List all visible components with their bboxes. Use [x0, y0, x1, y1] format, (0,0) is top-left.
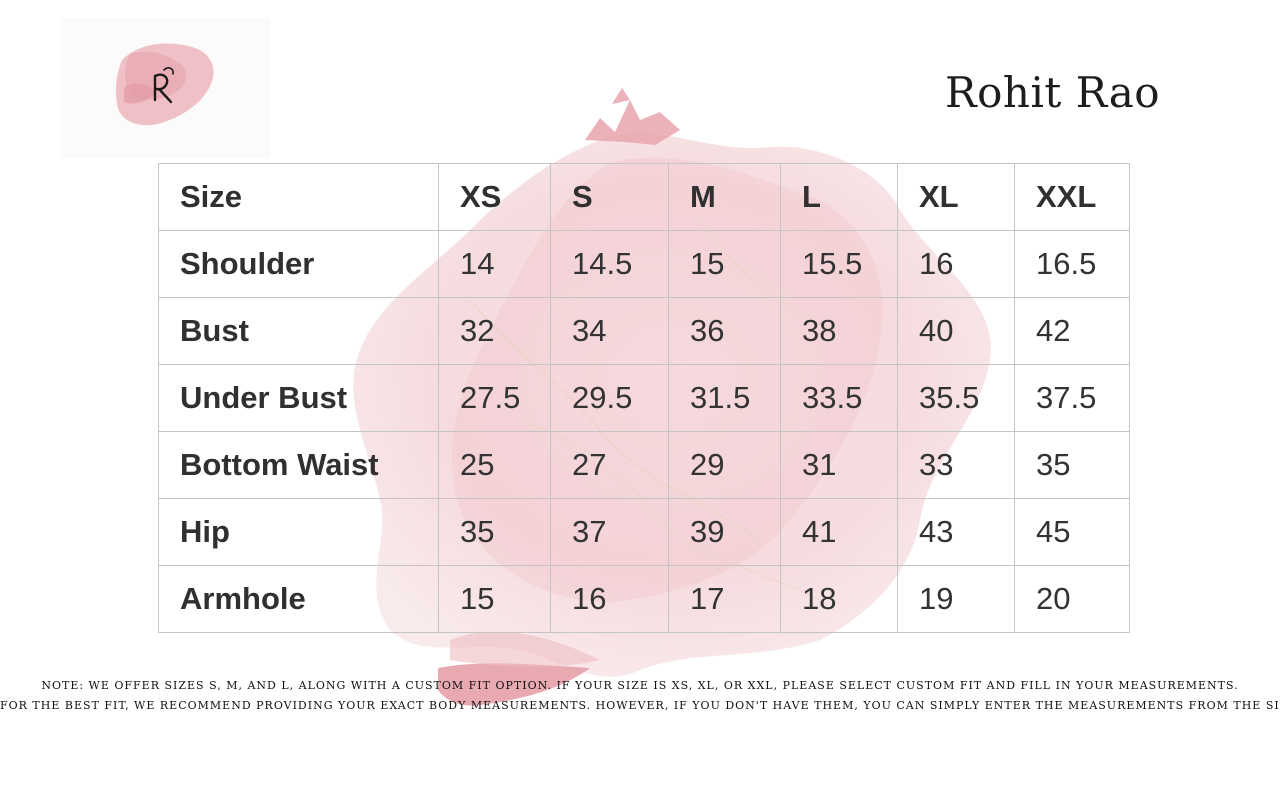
header-xxl: XXL: [1014, 163, 1130, 231]
rr-monogram-icon: [115, 43, 214, 126]
table-row-bust: Bust 32 34 36 38 40 42: [158, 297, 1130, 365]
table-cell: 37: [550, 498, 669, 566]
table-cell: 20: [1014, 565, 1130, 633]
table-cell: 35: [438, 498, 551, 566]
brand-name: Rohit Rao: [945, 68, 1161, 117]
header-xs: XS: [438, 163, 551, 231]
note-line-2: FOR THE BEST FIT, WE RECOMMEND PROVIDING…: [0, 699, 1280, 712]
table-cell: 35.5: [897, 364, 1015, 432]
row-label: Bottom Waist: [158, 431, 439, 499]
table-cell: 31: [780, 431, 898, 499]
size-chart-notes: NOTE: WE OFFER SIZES S, M, AND L, ALONG …: [0, 676, 1280, 716]
header-m: M: [668, 163, 781, 231]
brand-logo: [60, 18, 270, 158]
table-cell: 34: [550, 297, 669, 365]
table-cell: 15: [668, 230, 781, 298]
note-line-1: NOTE: WE OFFER SIZES S, M, AND L, ALONG …: [41, 679, 1239, 692]
row-label: Hip: [158, 498, 439, 566]
row-label: Armhole: [158, 565, 439, 633]
row-label: Under Bust: [158, 364, 439, 432]
table-cell: 43: [897, 498, 1015, 566]
table-cell: 29.5: [550, 364, 669, 432]
header-l: L: [780, 163, 898, 231]
table-cell: 25: [438, 431, 551, 499]
table-cell: 33.5: [780, 364, 898, 432]
table-cell: 16: [897, 230, 1015, 298]
table-cell: 35: [1014, 431, 1130, 499]
table-row-hip: Hip 35 37 39 41 43 45: [158, 498, 1130, 566]
table-cell: 19: [897, 565, 1015, 633]
header-xl: XL: [897, 163, 1015, 231]
table-cell: 14.5: [550, 230, 669, 298]
table-cell: 15.5: [780, 230, 898, 298]
header-s: S: [550, 163, 669, 231]
size-chart-table: Size XS S M L XL XXL Shoulder 14 14.5 15…: [158, 163, 1130, 633]
table-cell: 14: [438, 230, 551, 298]
table-cell: 39: [668, 498, 781, 566]
table-cell: 41: [780, 498, 898, 566]
table-cell: 40: [897, 297, 1015, 365]
table-cell: 17: [668, 565, 781, 633]
table-cell: 16: [550, 565, 669, 633]
table-cell: 42: [1014, 297, 1130, 365]
table-cell: 37.5: [1014, 364, 1130, 432]
table-cell: 18: [780, 565, 898, 633]
row-label: Shoulder: [158, 230, 439, 298]
row-label: Bust: [158, 297, 439, 365]
table-row-armhole: Armhole 15 16 17 18 19 20: [158, 565, 1130, 633]
table-cell: 16.5: [1014, 230, 1130, 298]
table-row-shoulder: Shoulder 14 14.5 15 15.5 16 16.5: [158, 230, 1130, 298]
table-row-bottom-waist: Bottom Waist 25 27 29 31 33 35: [158, 431, 1130, 499]
table-cell: 15: [438, 565, 551, 633]
table-cell: 38: [780, 297, 898, 365]
table-cell: 27: [550, 431, 669, 499]
table-cell: 27.5: [438, 364, 551, 432]
table-cell: 45: [1014, 498, 1130, 566]
table-cell: 36: [668, 297, 781, 365]
table-cell: 32: [438, 297, 551, 365]
table-cell: 33: [897, 431, 1015, 499]
header-size: Size: [158, 163, 439, 231]
table-row-under-bust: Under Bust 27.5 29.5 31.5 33.5 35.5 37.5: [158, 364, 1130, 432]
table-header-row: Size XS S M L XL XXL: [158, 163, 1130, 231]
table-cell: 31.5: [668, 364, 781, 432]
table-cell: 29: [668, 431, 781, 499]
